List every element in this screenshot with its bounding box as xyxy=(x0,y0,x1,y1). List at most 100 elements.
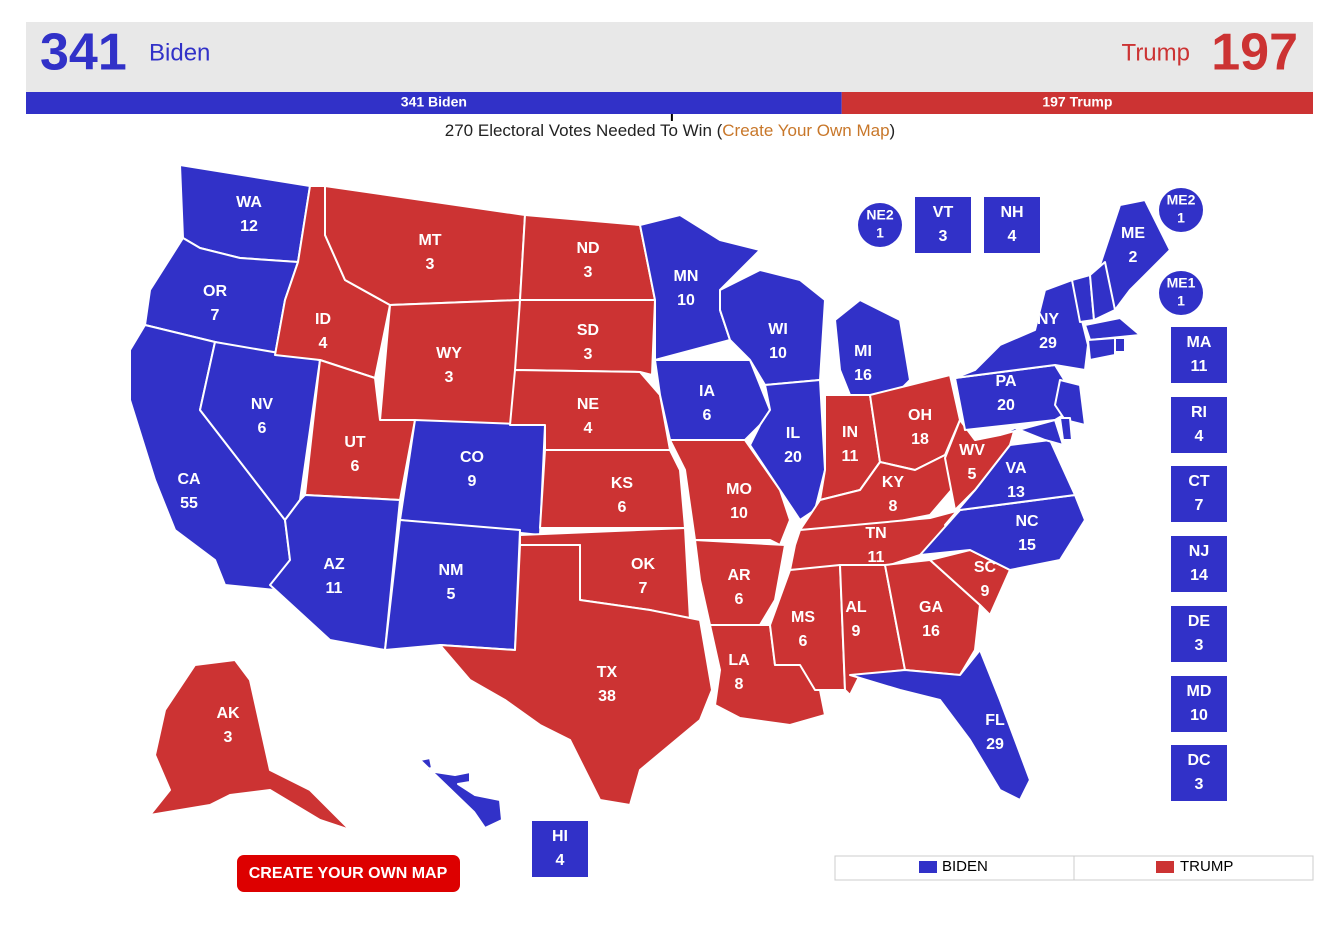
state-abbr: VT xyxy=(933,204,954,221)
state-shape xyxy=(149,659,351,831)
state-votes: 1 xyxy=(876,225,884,241)
state-votes: 29 xyxy=(986,736,1004,753)
state-abbr: MS xyxy=(791,609,815,626)
state-shape xyxy=(1087,337,1116,361)
state-box xyxy=(1171,606,1227,662)
state-abbr: AZ xyxy=(323,556,345,573)
state-votes: 6 xyxy=(618,499,627,516)
state-abbr: MO xyxy=(726,481,752,498)
state-votes: 18 xyxy=(911,431,929,448)
state-abbr: KS xyxy=(611,475,634,492)
state-abbr: RI xyxy=(1191,404,1207,421)
state-shape xyxy=(514,299,656,376)
district-circle xyxy=(1159,188,1203,232)
button-label[interactable]: CREATE YOUR OWN MAP xyxy=(249,865,448,882)
legend-label: TRUMP xyxy=(1180,858,1233,875)
state-votes: 20 xyxy=(784,449,802,466)
state-shape xyxy=(1054,379,1086,426)
state-abbr: AK xyxy=(216,705,240,722)
state-votes: 11 xyxy=(326,580,343,597)
state-votes: 9 xyxy=(981,583,990,600)
state-shape xyxy=(749,379,826,521)
biden-name: Biden xyxy=(149,39,210,66)
state-abbr: HI xyxy=(552,828,568,845)
state-shape xyxy=(1114,337,1126,353)
legend-swatch xyxy=(919,861,937,873)
state-abbr: OH xyxy=(908,407,932,424)
state-votes: 14 xyxy=(1190,567,1208,584)
state-votes: 55 xyxy=(180,495,198,512)
state-abbr: FL xyxy=(985,712,1005,729)
state-votes: 11 xyxy=(868,549,885,566)
state-votes: 6 xyxy=(351,458,360,475)
state-votes: 3 xyxy=(1195,637,1204,654)
state-shape xyxy=(379,299,521,426)
state-votes: 8 xyxy=(735,676,744,693)
state-abbr: WI xyxy=(768,321,788,338)
state-abbr: LA xyxy=(728,652,750,669)
state-shape xyxy=(1084,317,1141,341)
state-abbr: IL xyxy=(786,425,800,442)
state-shape xyxy=(654,359,771,441)
state-abbr: MD xyxy=(1187,683,1212,700)
state-abbr: NH xyxy=(1000,204,1023,221)
subtitle-text: ) xyxy=(890,121,896,140)
state-abbr: NE xyxy=(577,396,600,413)
trump-bar xyxy=(841,92,1313,114)
subtitle-link[interactable]: Create Your Own Map xyxy=(722,121,889,140)
state-shape xyxy=(439,544,713,806)
state-abbr: NM xyxy=(439,562,464,579)
create-map-button[interactable] xyxy=(237,855,460,892)
state-votes: 10 xyxy=(769,345,787,362)
state-abbr: SC xyxy=(974,559,997,576)
state-abbr: WY xyxy=(436,345,462,362)
state-abbr: MI xyxy=(854,343,872,360)
state-box xyxy=(1171,397,1227,453)
state-votes: 4 xyxy=(556,852,565,869)
district-circle xyxy=(1159,271,1203,315)
state-abbr: NV xyxy=(251,396,274,413)
state-abbr: OK xyxy=(631,556,655,573)
state-abbr: ME2 xyxy=(1167,192,1196,208)
state-votes: 4 xyxy=(584,420,593,437)
state-votes: 3 xyxy=(224,729,233,746)
state-votes: 11 xyxy=(1191,358,1208,375)
state-votes: 4 xyxy=(1008,228,1017,245)
state-votes: 5 xyxy=(447,586,456,603)
state-box xyxy=(532,821,588,877)
state-box xyxy=(915,197,971,253)
state-votes: 6 xyxy=(735,591,744,608)
bar-label: 197 Trump xyxy=(1042,94,1112,110)
state-votes: 10 xyxy=(730,505,748,522)
state-votes: 4 xyxy=(319,335,328,352)
state-votes: 9 xyxy=(468,473,477,490)
state-shape xyxy=(384,519,521,651)
state-abbr: NC xyxy=(1015,513,1039,530)
state-shape xyxy=(269,494,401,651)
state-abbr: CT xyxy=(1188,473,1210,490)
state-box xyxy=(1171,327,1227,383)
state-shape xyxy=(954,279,1089,379)
state-abbr: AR xyxy=(727,567,751,584)
state-votes: 6 xyxy=(258,420,267,437)
state-abbr: ID xyxy=(315,311,331,328)
state-votes: 3 xyxy=(939,228,948,245)
state-box xyxy=(1171,536,1227,592)
state-votes: 9 xyxy=(852,623,861,640)
state-shape xyxy=(539,449,686,529)
state-box xyxy=(1171,676,1227,732)
state-votes: 38 xyxy=(598,688,616,705)
state-abbr: CO xyxy=(460,449,484,466)
state-abbr: MT xyxy=(418,232,441,249)
state-shape xyxy=(519,214,656,301)
state-abbr: IN xyxy=(842,424,858,441)
state-abbr: NJ xyxy=(1189,543,1209,560)
state-abbr: PA xyxy=(995,373,1016,390)
state-abbr: ND xyxy=(576,240,599,257)
state-abbr: KY xyxy=(882,474,905,491)
state-abbr: ME1 xyxy=(1167,275,1196,291)
state-votes: 6 xyxy=(703,407,712,424)
state-abbr: ME xyxy=(1121,225,1145,242)
state-abbr: OR xyxy=(203,283,227,300)
